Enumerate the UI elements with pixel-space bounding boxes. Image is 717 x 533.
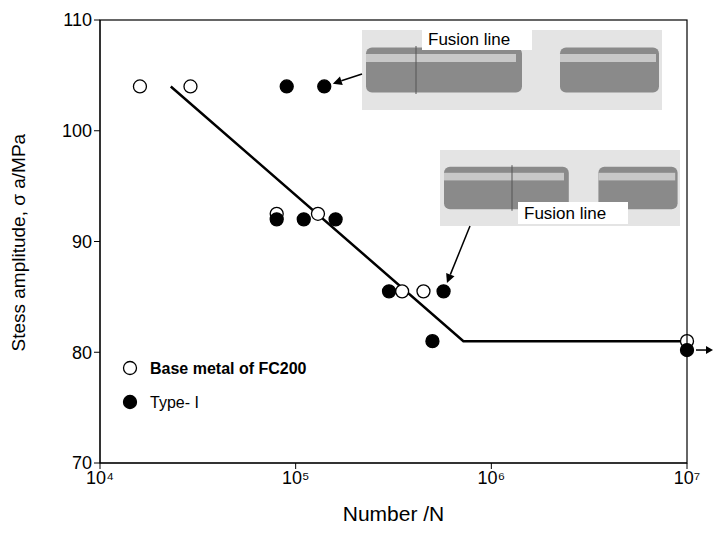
svg-text:Base metal of FC200: Base metal of FC200 <box>150 360 307 377</box>
svg-text:70: 70 <box>72 453 92 473</box>
svg-text:Number /N: Number /N <box>343 502 445 525</box>
svg-text:Fusion line: Fusion line <box>428 30 510 49</box>
svg-text:10⁴: 10⁴ <box>86 467 114 488</box>
svg-text:90: 90 <box>72 232 92 252</box>
svg-text:110: 110 <box>63 10 92 30</box>
svg-text:10⁶: 10⁶ <box>478 468 505 488</box>
svg-text:10⁵: 10⁵ <box>282 468 309 488</box>
svg-text:Fusion line: Fusion line <box>524 204 606 223</box>
svg-text:100: 100 <box>62 121 92 141</box>
svg-text:10⁷: 10⁷ <box>674 468 701 488</box>
svg-text:80: 80 <box>72 343 92 363</box>
svg-text:Stess amplitude, σ a/MPa: Stess amplitude, σ a/MPa <box>8 133 29 351</box>
svg-text:Type- I: Type- I <box>150 394 199 411</box>
